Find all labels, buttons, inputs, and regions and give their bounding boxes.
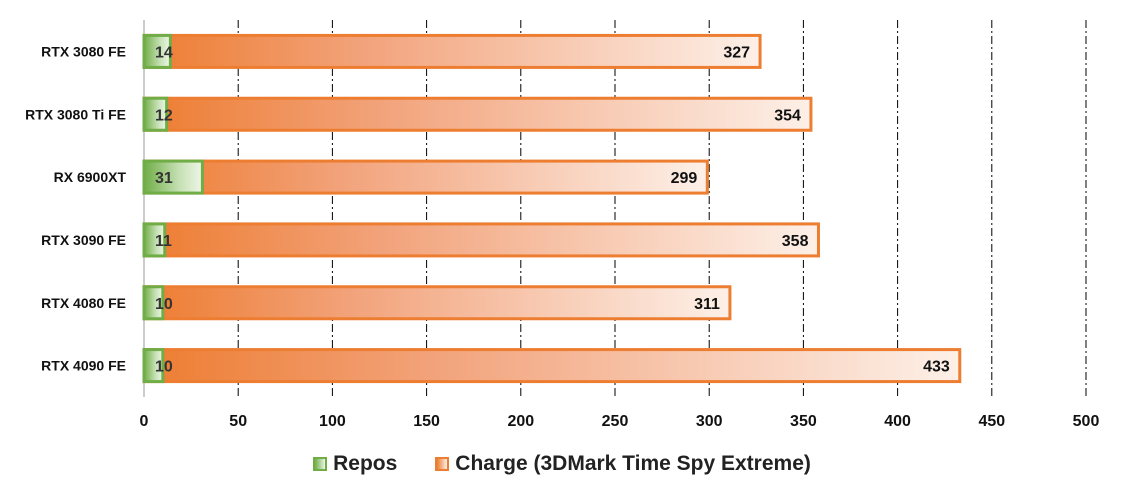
x-tick-label: 150	[413, 413, 440, 430]
bar-repos	[142, 159, 204, 195]
data-label-charge: 311	[694, 296, 720, 313]
data-label-repos: 10	[155, 359, 173, 376]
data-label-repos: 31	[155, 170, 173, 187]
x-tick-label: 500	[1073, 413, 1100, 430]
bar-charge	[142, 96, 813, 132]
category-label: RTX 3090 FE	[41, 232, 126, 248]
bar-charge	[142, 348, 962, 384]
x-tick-label: 400	[884, 413, 911, 430]
category-label: RTX 4090 FE	[41, 358, 126, 374]
legend: Repos Charge (3DMark Time Spy Extreme)	[0, 447, 1124, 481]
data-label-charge: 358	[782, 233, 809, 250]
category-label: RTX 4080 FE	[41, 295, 126, 311]
legend-swatch-charge	[435, 457, 450, 471]
data-label-charge: 327	[723, 44, 750, 61]
data-label-repos: 10	[155, 296, 173, 313]
data-label-charge: 299	[671, 170, 698, 187]
category-label: RX 6900XT	[54, 169, 127, 185]
bar-charge	[142, 285, 732, 321]
category-label: RTX 3080 Ti FE	[25, 106, 126, 122]
x-tick-label: 200	[507, 413, 534, 430]
bar-repos	[142, 222, 167, 258]
x-tick-label: 250	[602, 413, 629, 430]
bar-repos	[142, 348, 165, 384]
x-tick-label: 300	[696, 413, 723, 430]
category-label: RTX 3080 FE	[41, 43, 126, 59]
x-tick-label: 0	[140, 413, 149, 430]
bar-charge	[142, 159, 709, 195]
bar-repos	[142, 285, 165, 321]
data-label-repos: 14	[155, 44, 173, 61]
legend-item-charge: Charge (3DMark Time Spy Extreme)	[435, 452, 811, 476]
x-tick-label: 350	[790, 413, 817, 430]
data-label-charge: 354	[774, 107, 801, 124]
x-tick-label: 450	[978, 413, 1005, 430]
bar-repos	[142, 33, 172, 69]
bar-repos	[142, 96, 169, 132]
data-label-repos: 11	[155, 233, 172, 250]
data-label-repos: 12	[155, 107, 173, 124]
legend-item-repos: Repos	[313, 452, 397, 476]
legend-swatch-repos	[313, 457, 328, 471]
legend-label-repos: Repos	[333, 452, 398, 475]
x-tick-label: 100	[319, 413, 346, 430]
x-tick-label: 50	[229, 413, 247, 430]
bar-charge	[142, 222, 820, 258]
bar-charge	[142, 33, 762, 69]
data-label-charge: 433	[923, 359, 950, 376]
legend-label-charge: Charge (3DMark Time Spy Extreme)	[455, 452, 811, 475]
